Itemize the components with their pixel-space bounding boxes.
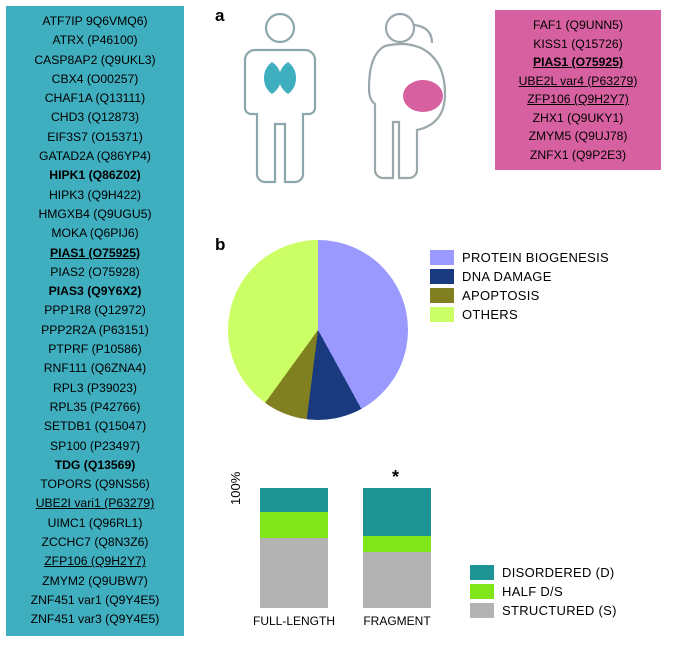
bar-segment xyxy=(363,552,431,608)
protein-item: ZFP106 (Q9H2Y7) xyxy=(499,90,657,109)
bar-segment xyxy=(363,536,431,552)
protein-item: PIAS1 (O75925) xyxy=(10,244,180,263)
legend-swatch xyxy=(430,288,454,303)
legend-swatch xyxy=(430,269,454,284)
protein-item: UBE2L var4 (P63279) xyxy=(499,72,657,91)
bar-segment xyxy=(260,488,328,512)
protein-item: EIF3S7 (O15371) xyxy=(10,128,180,147)
protein-item: RPL35 (P42766) xyxy=(10,398,180,417)
protein-item: PIAS2 (O75928) xyxy=(10,263,180,282)
bar xyxy=(260,488,328,608)
legend-label: APOPTOSIS xyxy=(462,288,540,303)
legend-label: DNA DAMAGE xyxy=(462,269,552,284)
legend-label: OTHERS xyxy=(462,307,518,322)
left-protein-list: ATF7IP 9Q6VMQ6)ATRX (P46100)CASP8AP2 (Q9… xyxy=(6,6,184,636)
protein-item: UBE2I vari1 (P63279) xyxy=(10,494,180,513)
significance-star: * xyxy=(392,467,399,488)
protein-item: ZFP106 (Q9H2Y7) xyxy=(10,552,180,571)
bar xyxy=(363,488,431,608)
legend-swatch xyxy=(470,603,494,618)
protein-item: CBX4 (O00257) xyxy=(10,70,180,89)
protein-item: PPP2R2A (P63151) xyxy=(10,321,180,340)
protein-item: CASP8AP2 (Q9UKL3) xyxy=(10,51,180,70)
protein-item: ATRX (P46100) xyxy=(10,31,180,50)
protein-item: MOKA (Q6PIJ6) xyxy=(10,224,180,243)
bar-segment xyxy=(260,512,328,538)
legend-row: HALF D/S xyxy=(470,584,617,599)
protein-item: HIPK1 (Q86Z02) xyxy=(10,166,180,185)
protein-item: ZNFX1 (Q9P2E3) xyxy=(499,146,657,165)
protein-item: GATAD2A (Q86YP4) xyxy=(10,147,180,166)
legend-label: HALF D/S xyxy=(502,584,563,599)
legend-row: DISORDERED (D) xyxy=(470,565,617,580)
pie-legend: PROTEIN BIOGENESIS DNA DAMAGE APOPTOSIS OTH… xyxy=(430,250,609,326)
legend-label: STRUCTURED (S) xyxy=(502,603,617,618)
legend-row: APOPTOSIS xyxy=(430,288,609,303)
stacked-bar-chart: 100% FULL-LENGTHFRAGMENT* xyxy=(250,470,450,640)
protein-item: SP100 (P23497) xyxy=(10,437,180,456)
legend-row: STRUCTURED (S) xyxy=(470,603,617,618)
protein-item: TOPORS (Q9NS56) xyxy=(10,475,180,494)
legend-swatch xyxy=(430,250,454,265)
y-axis-label: 100% xyxy=(228,472,243,505)
protein-item: PIAS1 (O75925) xyxy=(499,53,657,72)
bar-x-label: FRAGMENT xyxy=(353,614,441,628)
pie-chart xyxy=(228,240,408,420)
legend-row: PROTEIN BIOGENESIS xyxy=(430,250,609,265)
protein-item: ZMYM5 (Q9UJ78) xyxy=(499,127,657,146)
panel-label-a: a xyxy=(215,6,224,26)
protein-item: UIMC1 (Q96RL1) xyxy=(10,514,180,533)
legend-swatch xyxy=(470,584,494,599)
man-icon xyxy=(245,14,315,182)
protein-item: CHAF1A (Q13111) xyxy=(10,89,180,108)
woman-icon xyxy=(369,14,445,178)
protein-item: KISS1 (Q15726) xyxy=(499,35,657,54)
protein-item: PTPRF (P10586) xyxy=(10,340,180,359)
protein-item: ZCCHC7 (Q8N3Z6) xyxy=(10,533,180,552)
protein-item: ZNF451 var3 (Q9Y4E5) xyxy=(10,610,180,629)
protein-item: ZHX1 (Q9UKY1) xyxy=(499,109,657,128)
protein-item: SETDB1 (Q15047) xyxy=(10,417,180,436)
protein-item: RPL3 (P39023) xyxy=(10,379,180,398)
protein-item: ZMYM2 (Q9UBW7) xyxy=(10,572,180,591)
legend-label: PROTEIN BIOGENESIS xyxy=(462,250,609,265)
protein-item: HMGXB4 (Q9UGU5) xyxy=(10,205,180,224)
bar-segment xyxy=(260,538,328,608)
protein-item: CHD3 (Q12873) xyxy=(10,108,180,127)
protein-item: HIPK3 (Q9H422) xyxy=(10,186,180,205)
bar-x-label: FULL-LENGTH xyxy=(250,614,338,628)
legend-swatch xyxy=(430,307,454,322)
protein-item: TDG (Q13569) xyxy=(10,456,180,475)
human-figures-icon xyxy=(225,10,480,188)
legend-row: DNA DAMAGE xyxy=(430,269,609,284)
bar-legend: DISORDERED (D) HALF D/S STRUCTURED (S) xyxy=(470,565,617,622)
legend-label: DISORDERED (D) xyxy=(502,565,615,580)
legend-swatch xyxy=(470,565,494,580)
right-protein-list: FAF1 (Q9UNN5)KISS1 (Q15726)PIAS1 (O75925… xyxy=(495,10,661,170)
protein-item: PIAS3 (Q9Y6X2) xyxy=(10,282,180,301)
panel-label-b: b xyxy=(215,235,225,255)
protein-item: FAF1 (Q9UNN5) xyxy=(499,16,657,35)
protein-item: PPP1R8 (Q12972) xyxy=(10,301,180,320)
bar-segment xyxy=(363,488,431,536)
legend-row: OTHERS xyxy=(430,307,609,322)
protein-item: ATF7IP 9Q6VMQ6) xyxy=(10,12,180,31)
protein-item: ZNF451 var1 (Q9Y4E5) xyxy=(10,591,180,610)
protein-item: RNF111 (Q6ZNA4) xyxy=(10,359,180,378)
